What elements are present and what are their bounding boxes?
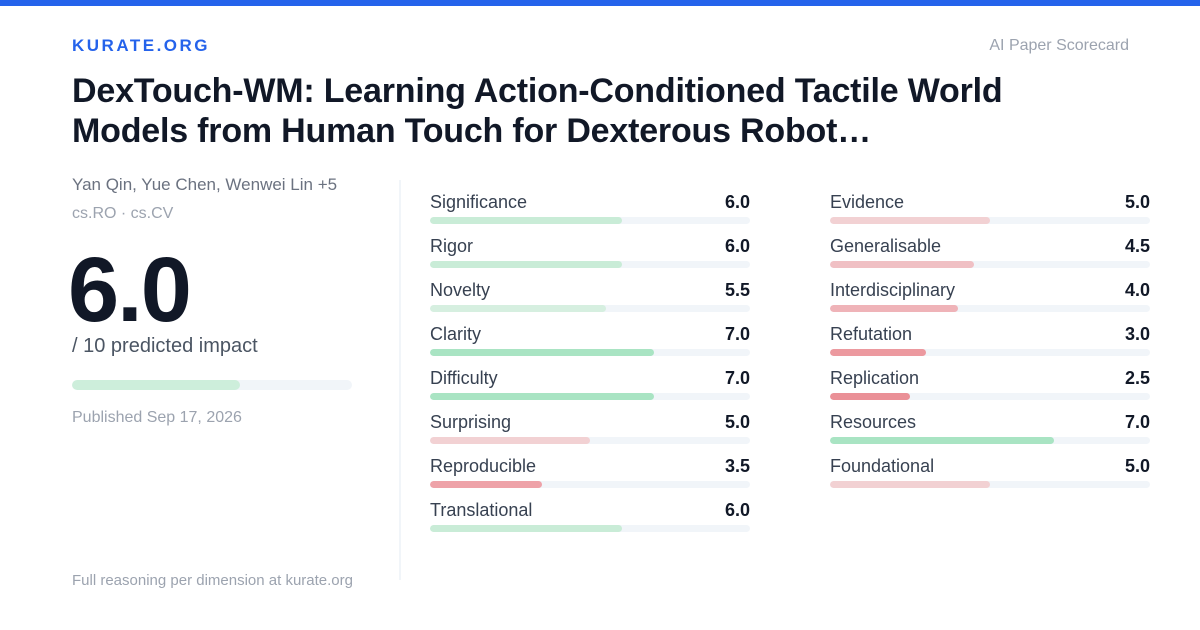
metric-bar-fill [830,217,990,224]
metric-value: 7.0 [724,324,750,344]
metric-value: 7.0 [724,368,750,388]
metric-bar [430,525,750,532]
metric-foundational: Foundational 5.0 [830,456,1150,500]
metric-bar [830,217,1150,224]
overall-score-caption: / 10 predicted impact [72,335,258,357]
metric-label: Surprising [430,412,512,432]
metric-bar [830,349,1150,356]
metric-label: Evidence [830,192,905,212]
metrics-column-right: Evidence 5.0 Generalisable 4.5 Interdiscipli… [830,192,1150,500]
metric-bar-fill [830,349,926,356]
metric-label: Significance [430,192,528,212]
metric-value: 7.0 [1124,412,1150,432]
metric-bar-fill [430,393,654,400]
overall-score: 6.0 [68,239,192,341]
brand-logo[interactable]: KURATE.ORG [72,36,211,55]
metric-value: 5.0 [1124,456,1150,476]
page-tagline: AI Paper Scorecard [989,37,1129,54]
metric-bar [430,217,750,224]
published-date: Published Sep 17, 2026 [72,409,242,426]
metric-bar [430,349,750,356]
metric-bar-fill [430,349,654,356]
metric-label: Resources [830,412,917,432]
metric-refutation: Refutation 3.0 [830,324,1150,368]
metric-significance: Significance 6.0 [430,192,750,236]
metric-label: Novelty [430,280,491,300]
paper-authors: Yan Qin, Yue Chen, Wenwei Lin +5 [72,175,338,194]
metric-bar [830,481,1150,488]
metric-value: 5.5 [724,280,750,300]
metric-bar-fill [430,525,622,532]
metric-bar-fill [430,217,622,224]
metric-generalisable: Generalisable 4.5 [830,236,1150,280]
paper-title: DexTouch-WM: Learning Action-Conditioned… [72,72,1003,150]
metric-value: 5.0 [1124,192,1150,212]
metric-label: Foundational [830,456,935,476]
metric-label: Interdisciplinary [830,280,956,300]
metric-value: 6.0 [724,236,750,256]
metric-bar [830,393,1150,400]
metric-bar-fill [830,261,974,268]
metric-value: 6.0 [724,192,750,212]
metric-replication: Replication 2.5 [830,368,1150,412]
metric-bar-fill [430,305,606,312]
metric-value: 4.5 [1124,236,1150,256]
metric-label: Generalisable [830,236,942,256]
metric-value: 3.0 [1124,324,1150,344]
metric-resources: Resources 7.0 [830,412,1150,456]
metric-bar-fill [830,481,990,488]
metric-value: 6.0 [724,500,750,520]
metric-bar [430,261,750,268]
metric-bar-fill [430,481,542,488]
column-divider [399,180,401,580]
metric-rigor: Rigor 6.0 [430,236,750,280]
metric-clarity: Clarity 7.0 [430,324,750,368]
metric-bar-fill [430,261,622,268]
metric-surprising: Surprising 5.0 [430,412,750,456]
metric-bar [830,261,1150,268]
metric-bar [830,437,1150,444]
metric-interdisciplinary: Interdisciplinary 4.0 [830,280,1150,324]
metric-value: 3.5 [724,456,750,476]
top-accent-stripe [0,0,1200,6]
footer-reasoning-link[interactable]: Full reasoning per dimension at kurate.o… [72,572,353,589]
metric-label: Refutation [830,324,913,344]
metric-value: 4.0 [1124,280,1150,300]
metric-bar [430,481,750,488]
metric-label: Clarity [430,324,482,344]
overall-score-bar-fill [72,380,240,390]
metric-label: Difficulty [430,368,498,388]
metric-value: 5.0 [724,412,750,432]
metric-bar [830,305,1150,312]
metric-label: Translational [430,500,533,520]
metric-bar [430,437,750,444]
metric-bar-fill [830,393,910,400]
metric-translational: Translational 6.0 [430,500,750,544]
metric-value: 2.5 [1124,368,1150,388]
metric-label: Replication [830,368,920,388]
metric-reproducible: Reproducible 3.5 [430,456,750,500]
overall-score-bar [72,380,352,390]
metric-novelty: Novelty 5.5 [430,280,750,324]
metric-bar [430,305,750,312]
metric-bar-fill [830,305,958,312]
paper-categories: cs.RO · cs.CV [72,205,174,222]
metric-evidence: Evidence 5.0 [830,192,1150,236]
metrics-column-left: Significance 6.0 Rigor 6.0 Novelty 5.5 Clarity… [430,192,750,544]
metric-bar [430,393,750,400]
metric-label: Reproducible [430,456,537,476]
metric-label: Rigor [430,236,474,256]
metric-bar-fill [430,437,590,444]
metric-bar-fill [830,437,1054,444]
metric-difficulty: Difficulty 7.0 [430,368,750,412]
